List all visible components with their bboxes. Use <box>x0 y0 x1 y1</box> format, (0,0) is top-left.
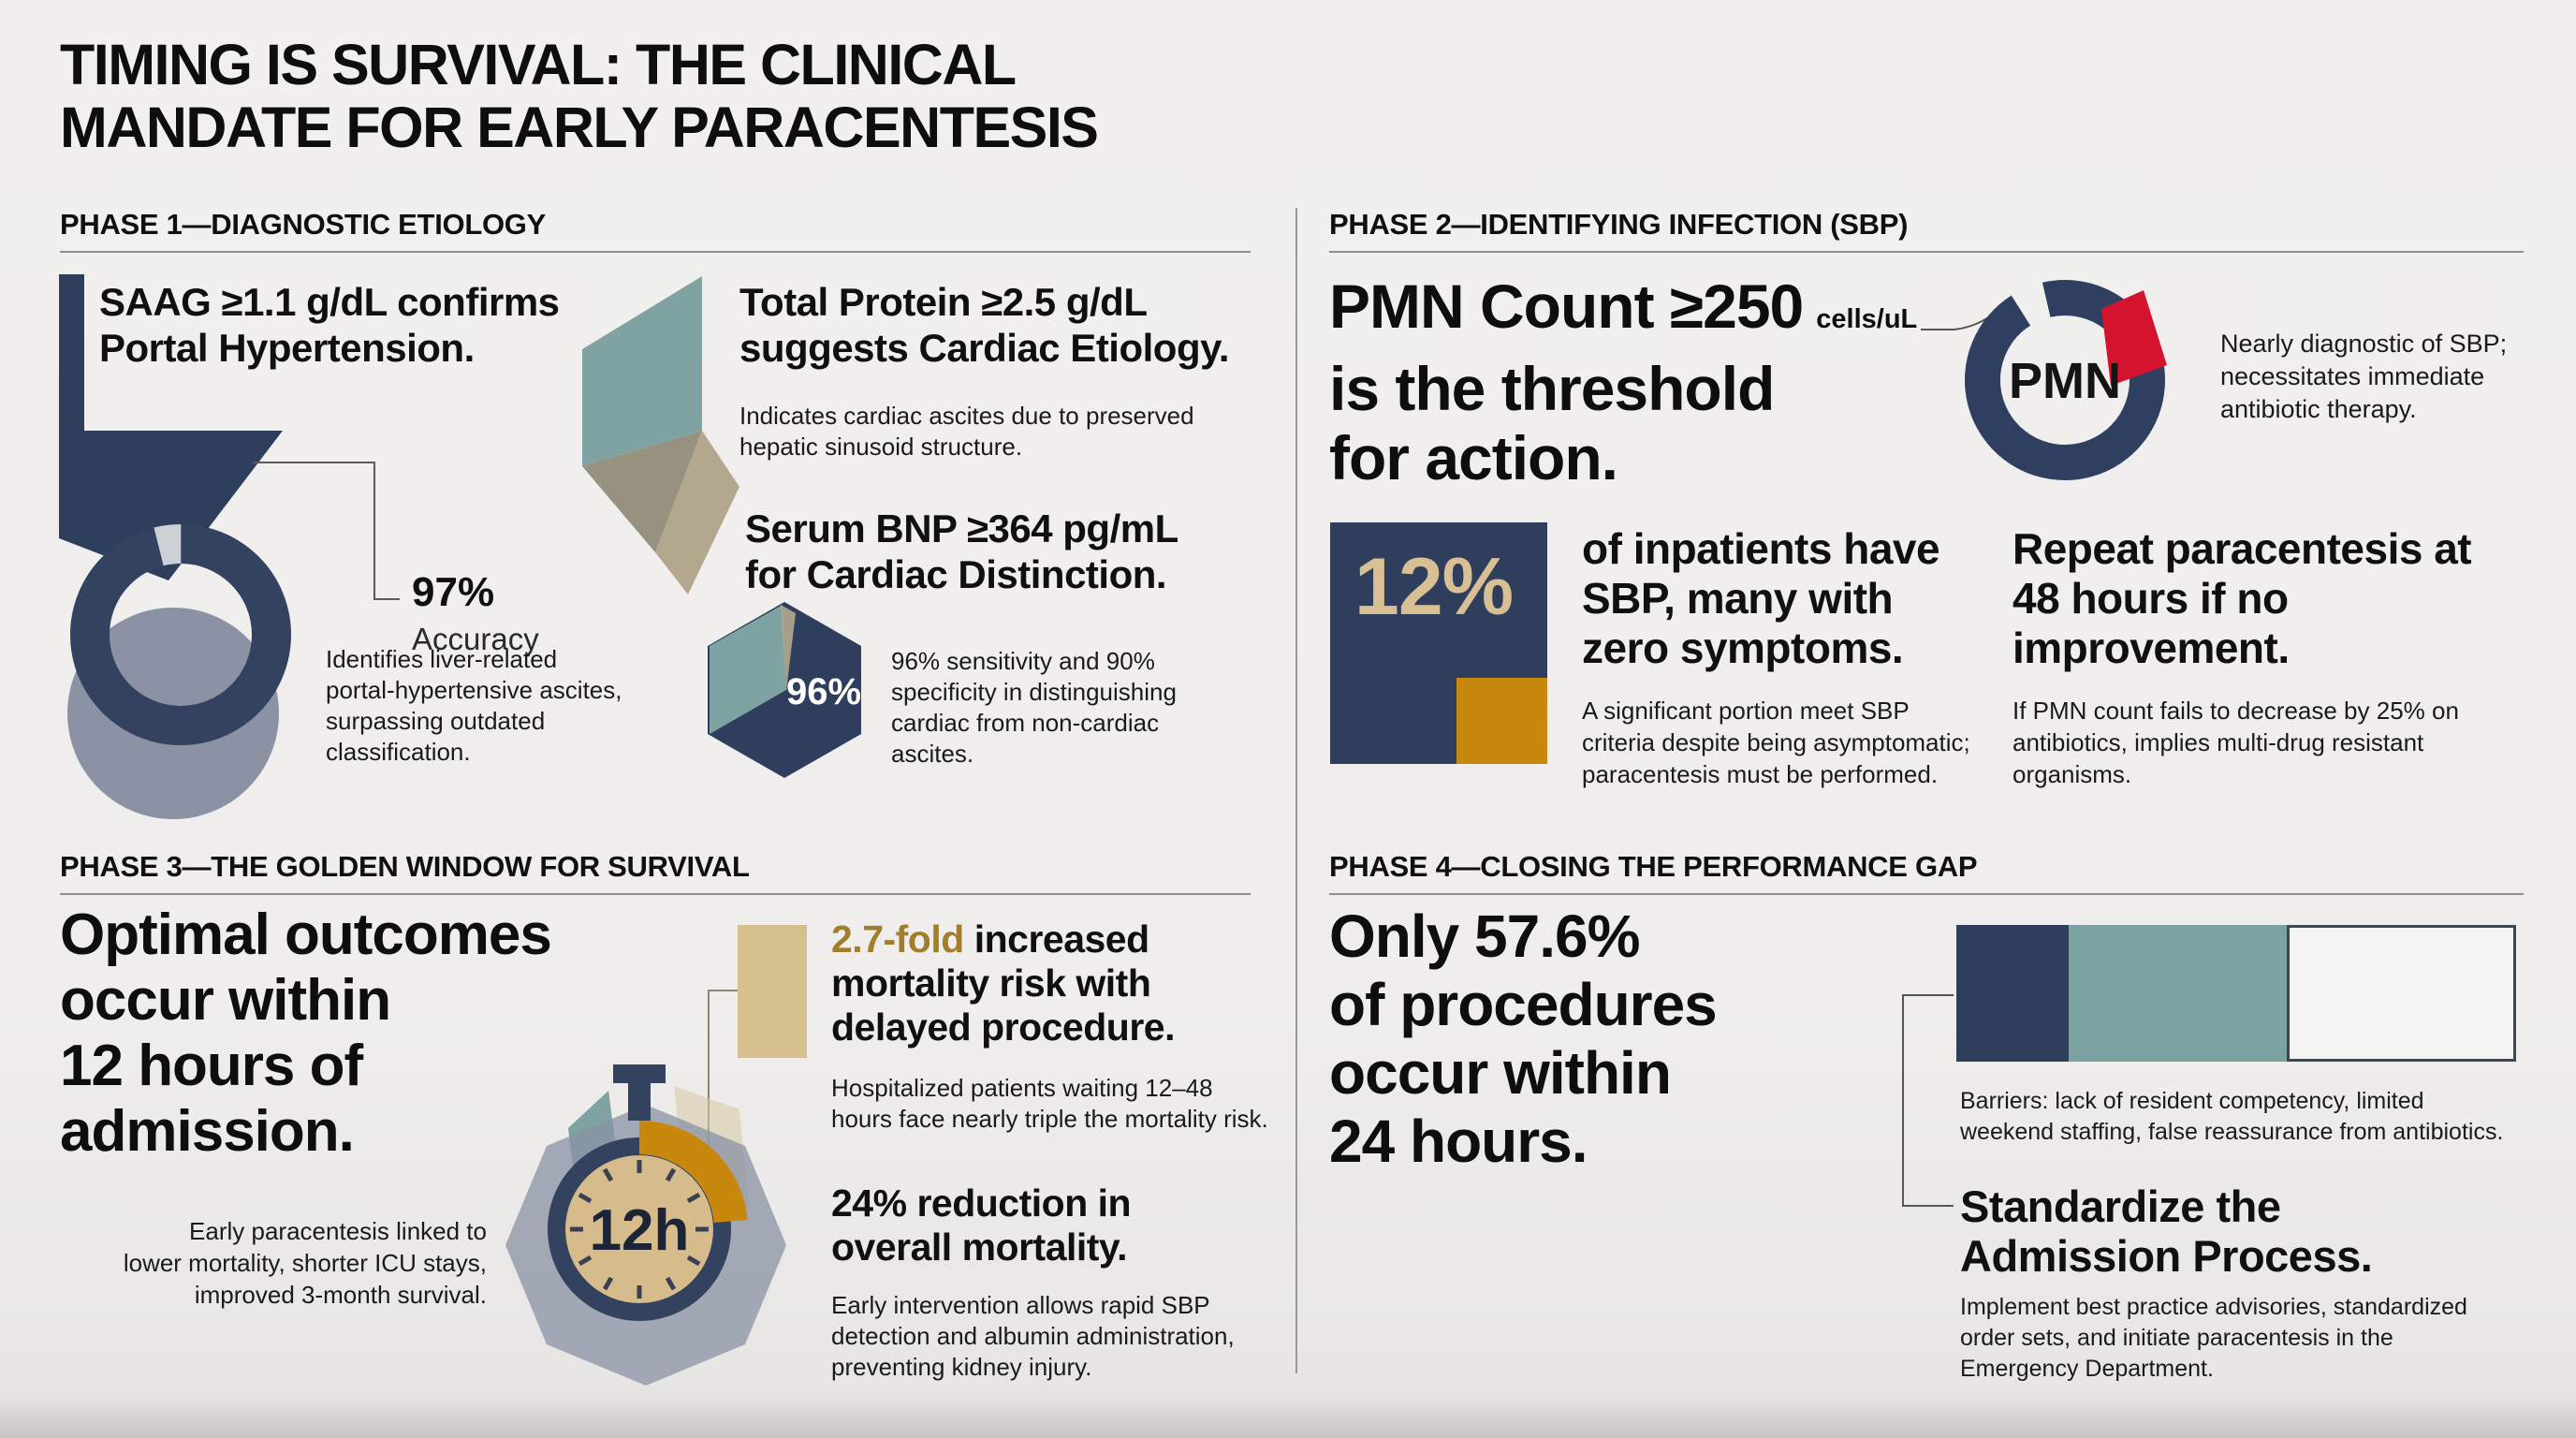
fold-note: Hospitalized patients waiting 12–48 hour… <box>831 1074 1268 1133</box>
bar-segment-teal <box>2068 925 2287 1062</box>
procedures-bar-chart <box>1956 925 2516 1062</box>
sbp-stat-value: 12% <box>1354 542 1514 632</box>
sbp-stat-block: 12% <box>1330 522 1547 764</box>
page-title-line1: TIMING IS SURVIVAL: THE CLINICAL <box>60 33 1017 96</box>
pmn-headline-units: cells/uL <box>1816 304 1918 334</box>
phase1-header: PHASE 1—DIAGNOSTIC ETIOLOGY <box>60 208 546 241</box>
phase2-rule <box>1329 251 2524 253</box>
hex-note: 96% sensitivity and 90% specificity in d… <box>891 647 1177 768</box>
fold-rest: increased <box>973 917 1149 961</box>
saag-accuracy-figure <box>59 274 400 819</box>
saag-note: Identifies liver-related portal-hyperten… <box>326 645 622 766</box>
hexagon-teal-facet <box>710 605 786 734</box>
page-edge-shadow <box>0 1397 2576 1438</box>
standardize-note: Implement best practice advisories, stan… <box>1960 1294 2467 1382</box>
sbp-stat-headline: of inpatients have SBP, many with zero s… <box>1582 524 1940 672</box>
pmn-headline: PMN Count ≥250 cells/uL is the threshold… <box>1329 271 1918 492</box>
page-title-line2: MANDATE FOR EARLY PARACENTESIS <box>60 95 1099 159</box>
fold-headline: 2.7-fold increased mortality risk with d… <box>831 917 1175 1049</box>
sbp-stat-gold-square <box>1456 678 1547 764</box>
repeat-note: If PMN count fails to decrease by 25% on… <box>2012 697 2459 788</box>
phase2-header: PHASE 2—IDENTIFYING INFECTION (SBP) <box>1329 208 1909 241</box>
page-title: TIMING IS SURVIVAL: THE CLINICAL MANDATE… <box>60 33 1099 159</box>
accuracy-label: Accuracy <box>412 622 539 656</box>
bar-segment-remainder <box>2286 925 2516 1062</box>
fold-value: 2.7-fold <box>831 917 964 961</box>
crystal-decoration <box>582 276 739 594</box>
stopwatch-crown-bar <box>613 1064 666 1083</box>
gap-bracket <box>1902 994 1954 1207</box>
phase3-header: PHASE 3—THE GOLDEN WINDOW FOR SURVIVAL <box>60 850 750 883</box>
hexagon-value: 96% <box>786 671 861 712</box>
saag-headline: SAAG ≥1.1 g/dL confirms Portal Hypertens… <box>99 279 560 371</box>
repeat-headline: Repeat paracentesis at 48 hours if no im… <box>2012 524 2472 672</box>
tan-rect-decoration <box>738 925 807 1058</box>
golden-window-headline: Optimal outcomes occur within 12 hours o… <box>60 902 552 1164</box>
bnp-headline: Serum BNP ≥364 pg/mL for Cardiac Distinc… <box>745 506 1178 596</box>
stopwatch-label: 12h <box>590 1198 690 1263</box>
barriers-note: Barriers: lack of resident competency, l… <box>1960 1088 2504 1145</box>
golden-window-note: Early paracentesis linked to lower morta… <box>123 1217 487 1309</box>
pmn-ring-figure: PMN <box>1921 279 2167 480</box>
accuracy-donut-gap <box>70 524 291 745</box>
bar-segment-navy <box>1956 925 2069 1062</box>
stopwatch-crown-stem <box>628 1081 651 1121</box>
stopwatch-gold-arc <box>638 1121 748 1224</box>
accuracy-value: 97% <box>412 569 495 615</box>
protein-note: Indicates cardiac ascites due to preserv… <box>739 402 1194 461</box>
pmn-red-wedge <box>2101 290 2167 386</box>
phase3-rule <box>60 893 1251 895</box>
crystal-tan-facet <box>655 431 739 594</box>
crystal-teal-facet <box>582 276 702 466</box>
sbp-stat-note: A significant portion meet SBP criteria … <box>1582 697 1970 788</box>
reduction-note: Early intervention allows rapid SBP dete… <box>831 1291 1235 1381</box>
protein-headline: Total Protein ≥2.5 g/dL suggests Cardiac… <box>739 280 1230 370</box>
stopwatch-ticks <box>570 1160 709 1299</box>
standardize-headline: Standardize the Admission Process. <box>1960 1181 2373 1281</box>
sensitivity-hexagon-figure: 96% <box>708 602 861 778</box>
down-arrow-shape <box>59 274 283 580</box>
phase4-header: PHASE 4—CLOSING THE PERFORMANCE GAP <box>1329 850 1978 883</box>
hexagon-tan-sliver <box>781 605 796 691</box>
saag-headline-line2: Portal Hypertension. <box>99 326 475 370</box>
crystal-taupe-facet <box>582 431 702 552</box>
reduction-headline: 24% reduction in overall mortality. <box>831 1181 1132 1269</box>
phase1-rule <box>60 251 1251 253</box>
phase4-rule <box>1329 893 2524 895</box>
pmn-headline-main: PMN Count ≥250 <box>1329 271 1804 341</box>
pmn-ring-note: Nearly diagnostic of SBP; necessitates i… <box>2220 330 2508 423</box>
stopwatch-face <box>565 1155 713 1303</box>
stopwatch-figure: 12h <box>505 990 786 1386</box>
center-divider <box>1295 208 1297 1373</box>
saag-headline-line1: SAAG ≥1.1 g/dL confirms <box>99 280 560 324</box>
pmn-ring-label: PMN <box>2009 353 2121 409</box>
performance-gap-headline: Only 57.6% of procedures occur within 24… <box>1329 902 1718 1175</box>
accuracy-connector-line <box>253 462 400 600</box>
